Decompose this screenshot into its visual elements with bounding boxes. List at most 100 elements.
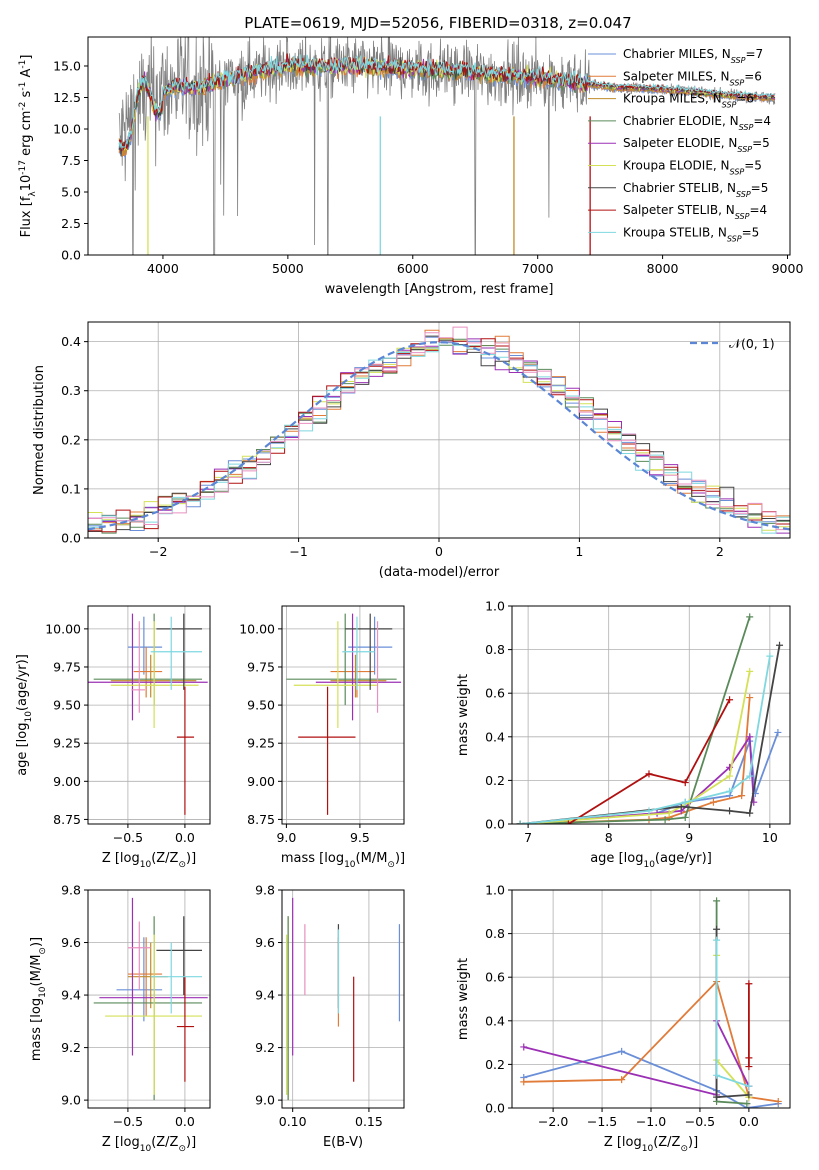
y-tick-label: 1.0	[485, 599, 505, 614]
legend-label: Kroupa MILES, NSSP=6	[623, 92, 754, 110]
y-tick-label: 0.0	[485, 817, 505, 832]
spectrum-model-line	[118, 54, 776, 150]
x-tick-label: 2	[716, 544, 724, 559]
legend-label: Kroupa STELIB, NSSP=5	[623, 225, 759, 243]
x-tick-label: −2.0	[538, 1114, 568, 1129]
x-axis-label: Z [log10(Z/Z⊙)]	[102, 1135, 196, 1154]
y-axis-label: mass weight	[456, 674, 471, 756]
y-tick-label: 9.8	[61, 883, 81, 898]
data-point-marker	[618, 1076, 626, 1084]
mass-weight-line	[520, 697, 751, 824]
data-point-marker	[726, 787, 734, 795]
data-point-marker	[746, 694, 754, 702]
y-tick-label: 9.25	[53, 736, 81, 751]
x-axis-label: E(B-V)	[323, 1135, 363, 1150]
legend-label: Salpeter ELODIE, NSSP=5	[623, 136, 770, 154]
y-tick-label: 2.5	[61, 216, 81, 231]
x-tick-label: −1.0	[636, 1114, 666, 1129]
y-tick-label: 0.0	[485, 1101, 505, 1116]
panel-residuals: −2 −1 0 1 2 0.0 0.1 0.2 0.3 0.4 (data-model)/error…	[32, 321, 791, 580]
data-point-marker	[516, 820, 524, 824]
plot-area	[118, 37, 776, 255]
mass-weight-line	[715, 929, 749, 1099]
data-point-marker	[726, 807, 734, 815]
y-tick-label: 9.00	[247, 774, 275, 789]
panel-age_vs_mass: 9.0 9.5 8.75 9.00 9.25 9.50 9.75 10.00 mass [log…	[239, 605, 405, 870]
y-tick-label: 1.0	[485, 883, 505, 898]
data-point-marker	[746, 613, 754, 621]
x-tick-label: −2	[149, 544, 167, 559]
y-tick-label: 9.2	[255, 1040, 275, 1055]
mass-weight-line	[567, 699, 731, 824]
data-point-marker	[745, 1082, 753, 1090]
x-tick-label: 5000	[272, 261, 304, 276]
y-tick-label: 9.75	[247, 659, 275, 674]
data-point-marker	[618, 1047, 626, 1055]
x-tick-label: 9000	[772, 261, 804, 276]
legend-label: Kroupa ELODIE, NSSP=5	[623, 159, 762, 177]
data-point-marker	[677, 803, 685, 811]
data-point-marker	[746, 809, 754, 817]
y-tick-label: 15.0	[53, 58, 81, 73]
y-tick-label: 10.00	[45, 621, 81, 636]
y-tick-label: 9.50	[247, 698, 275, 713]
x-tick-label: 0.0	[175, 830, 195, 845]
data-point-marker	[726, 772, 734, 780]
y-tick-label: 0.4	[485, 729, 505, 744]
mass-weight-line	[520, 655, 771, 824]
axes-frame	[87, 36, 791, 256]
y-tick-label: 9.50	[53, 698, 81, 713]
data-point-marker	[713, 897, 721, 905]
x-tick-label: 0.10	[279, 1114, 307, 1129]
spectrum-data-line	[118, 37, 776, 255]
legend-label: Chabrier MILES, NSSP=7	[623, 47, 763, 65]
y-axis-label: mass weight	[456, 958, 471, 1040]
y-tick-label: 0.6	[485, 970, 505, 985]
x-tick-label: −0.5	[113, 830, 143, 845]
x-axis-label: mass [log10(M/M⊙)]	[281, 851, 405, 870]
y-tick-label: 9.4	[61, 988, 81, 1003]
y-tick-label: 9.75	[53, 659, 81, 674]
data-point-marker	[709, 798, 717, 806]
x-tick-label: −1	[289, 544, 307, 559]
data-point-marker	[746, 667, 754, 675]
x-axis-label: Z [log10(Z/Z⊙)]	[102, 851, 196, 870]
y-tick-label: 0.2	[485, 1057, 505, 1072]
y-tick-label: 5.0	[61, 184, 81, 199]
y-tick-label: 9.0	[61, 1093, 81, 1108]
x-tick-label: 0.15	[355, 1114, 383, 1129]
x-tick-label: 9.5	[350, 830, 370, 845]
data-point-marker	[746, 733, 754, 741]
x-tick-label: 10	[762, 830, 778, 845]
y-tick-label: 9.0	[255, 1093, 275, 1108]
legend-label: Salpeter MILES, NSSP=6	[623, 69, 762, 87]
x-tick-label: 8000	[647, 261, 679, 276]
x-tick-label: 9.0	[276, 830, 296, 845]
y-axis-label: Normed distribution	[32, 365, 47, 495]
plot-area	[88, 326, 790, 534]
data-point-marker	[766, 652, 774, 660]
x-tick-label: 7000	[522, 261, 554, 276]
y-tick-label: 0.6	[485, 686, 505, 701]
panel-age_vs_Z: −0.5 0.0 8.75 9.00 9.25 9.50 9.75 10.00 Z [log10…	[15, 605, 211, 870]
data-point-marker	[745, 980, 753, 988]
x-tick-label: 6000	[397, 261, 429, 276]
y-tick-label: 9.6	[255, 935, 275, 950]
y-tick-label: 0.2	[485, 773, 505, 788]
panel-mass_vs_ebv: 0.10 0.15 9.0 9.2 9.4 9.6 9.8 E(B-V)	[255, 883, 405, 1150]
y-tick-label: 8.75	[53, 812, 81, 827]
data-point-marker	[774, 728, 782, 736]
plot-area	[93, 897, 208, 1101]
data-point-marker	[746, 772, 754, 780]
data-point-marker	[713, 1093, 721, 1101]
x-tick-label: −0.5	[113, 1114, 143, 1129]
data-point-marker	[681, 813, 689, 821]
y-tick-label: 8.75	[247, 812, 275, 827]
data-point-marker	[665, 809, 673, 817]
x-tick-label: 0	[435, 544, 443, 559]
data-point-marker	[681, 798, 689, 806]
x-tick-label: 0.0	[175, 1114, 195, 1129]
x-tick-label: −1.5	[587, 1114, 617, 1129]
x-tick-label: 1	[575, 544, 583, 559]
